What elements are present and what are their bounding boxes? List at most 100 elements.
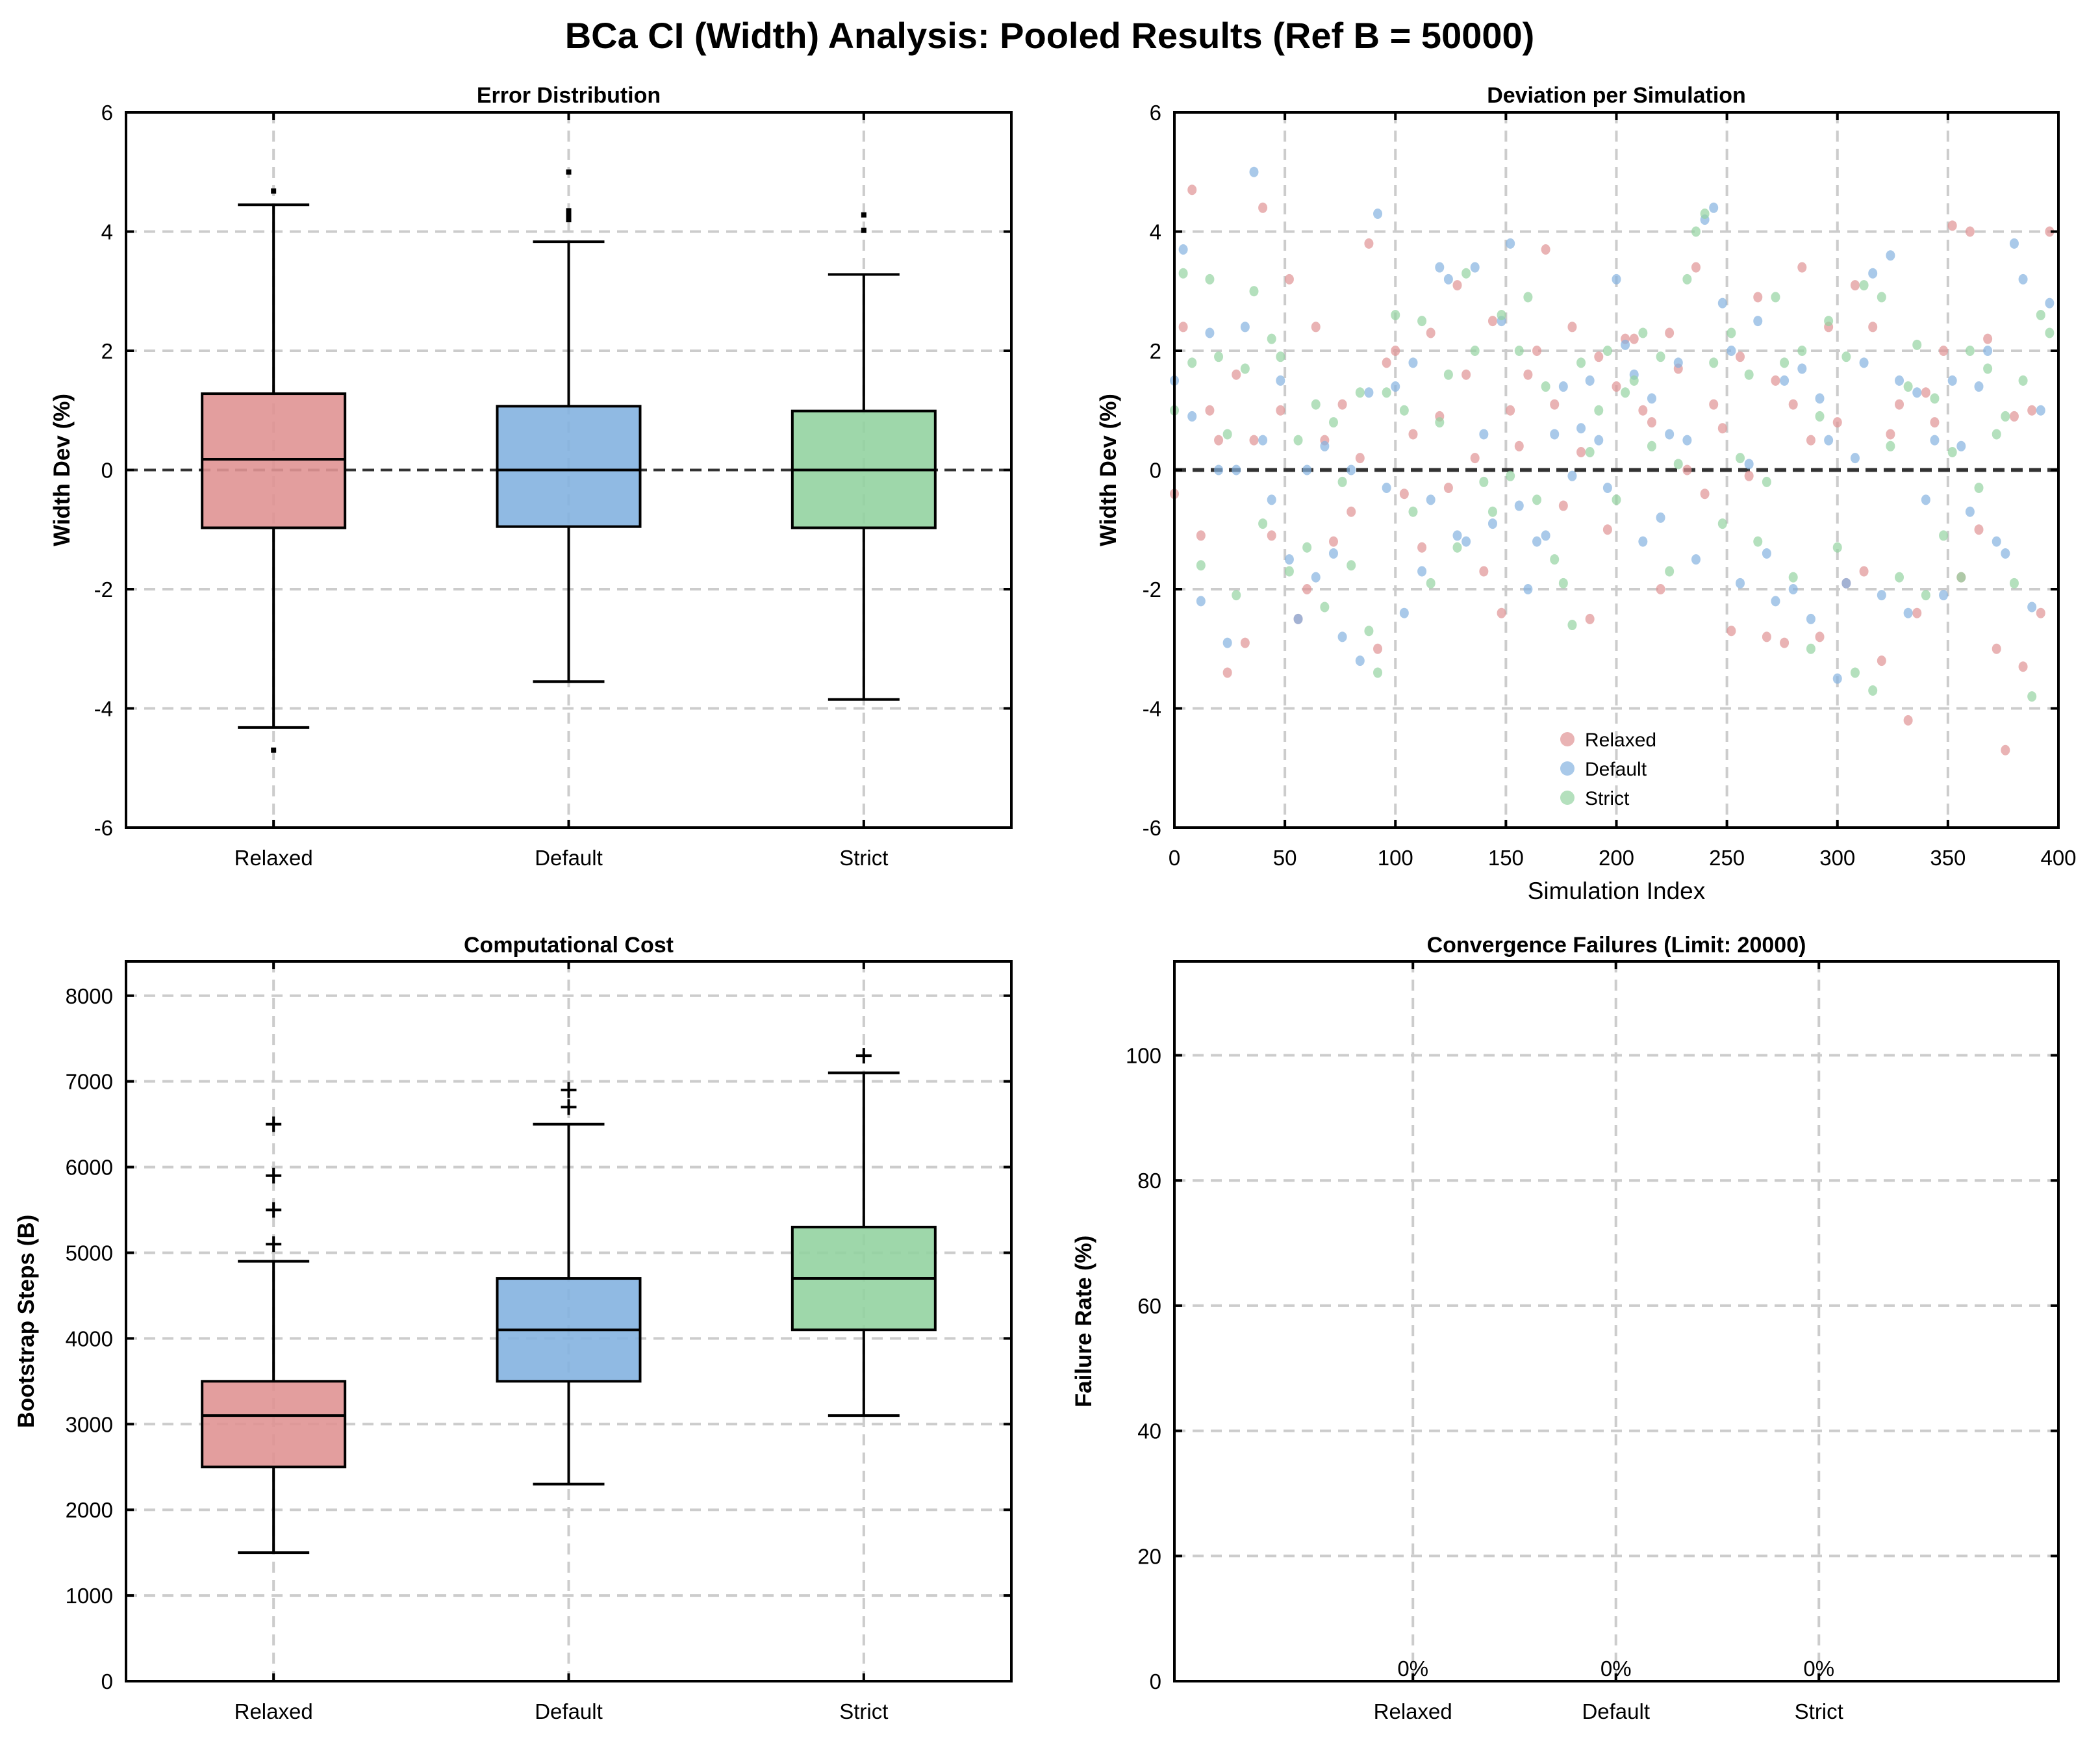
scatter-point: [1877, 590, 1886, 601]
scatter-point: [1886, 250, 1895, 261]
scatter-point: [1399, 405, 1409, 416]
scatter-point: [1727, 327, 1736, 338]
scatter-point: [1426, 578, 1436, 589]
scatter-point: [1762, 548, 1771, 559]
scatter-point: [1487, 518, 1497, 529]
scatter-point: [1903, 607, 1913, 618]
scatter-point: [1417, 566, 1427, 577]
legend-label: Strict: [1585, 788, 1630, 809]
scatter-point: [1895, 399, 1904, 410]
scatter-point: [1797, 363, 1807, 374]
scatter-point: [1780, 375, 1790, 386]
scatter-point: [1337, 399, 1347, 410]
series-relaxed: [1170, 184, 2055, 755]
computational-cost-panel: 0 1000 2000 3000 4000 5000 6000 7000 8000 Relaxed…: [14, 933, 1013, 1723]
scatter-point: [1417, 316, 1427, 327]
legend-marker: [1560, 732, 1575, 746]
scatter-point: [1514, 440, 1524, 451]
x-tick-label: Relaxed: [234, 846, 313, 870]
y-tick-label: 0: [1150, 1669, 1161, 1694]
scatter-point: [1877, 655, 1886, 666]
scatter-point: [1602, 483, 1612, 494]
scatter-point: [1391, 346, 1400, 356]
scatter-point: [1921, 387, 1930, 398]
scatter-point: [1523, 292, 1533, 303]
scatter-point: [1222, 429, 1232, 440]
y-tick-label: 1000: [66, 1584, 113, 1608]
scatter-point: [1320, 602, 1330, 613]
scatter-point: [1656, 351, 1665, 362]
scatter-point: [1506, 238, 1515, 249]
flier-point: [566, 169, 572, 175]
scatter-point: [1806, 435, 1815, 446]
scatter-point: [2001, 411, 2010, 422]
scatter-point: [1947, 375, 1957, 386]
scatter-point: [1355, 387, 1365, 398]
scatter-point: [1576, 446, 1586, 457]
scatter-point: [1435, 417, 1445, 428]
x-tick-label: 200: [1599, 846, 1634, 870]
scatter-point: [1470, 346, 1480, 356]
scatter-point: [1249, 166, 1259, 177]
x-tick-label: Relaxed: [234, 1699, 313, 1723]
scatter-point: [1541, 244, 1550, 255]
scatter-point: [1205, 327, 1215, 338]
y-tick-label: 7000: [66, 1070, 113, 1094]
scatter-point: [1461, 268, 1471, 279]
scatter-point: [1895, 572, 1904, 583]
y-tick-label: -6: [94, 816, 113, 840]
series-default: [1170, 166, 2055, 684]
scatter-point: [1391, 381, 1400, 392]
scatter-point: [1355, 453, 1365, 464]
scatter-point: [1727, 626, 1736, 637]
scatter-point: [1709, 357, 1719, 368]
scatter-point: [1337, 476, 1347, 487]
scatter-point: [1196, 596, 1206, 607]
scatter-point: [1541, 381, 1550, 392]
scatter-point: [1382, 357, 1391, 368]
scatter-point: [1850, 667, 1860, 678]
scatter-point: [1665, 327, 1675, 338]
scatter-point: [1541, 530, 1550, 541]
y-axis-label: Failure Rate (%): [1071, 1236, 1096, 1408]
scatter-point: [1532, 494, 1542, 505]
scatter-point: [1284, 273, 1294, 285]
scatter-point: [1744, 459, 1754, 470]
scatter-point: [1187, 357, 1197, 368]
scatter-point: [1788, 399, 1798, 410]
flier-point: [561, 1082, 577, 1098]
scatter-point: [1205, 273, 1215, 285]
x-tick-label: 300: [1819, 846, 1855, 870]
scatter-point: [1214, 464, 1224, 476]
scatter-point: [1868, 322, 1878, 333]
scatter-point: [1550, 554, 1560, 565]
scatter-point: [1178, 244, 1188, 255]
scatter-point: [1364, 626, 1374, 637]
scatter-point: [1364, 238, 1374, 249]
x-tick-label: Default: [535, 1699, 603, 1723]
y-tick-label: 4: [1150, 220, 1161, 244]
scatter-point: [1514, 346, 1524, 356]
scatter-point: [1567, 470, 1577, 481]
scatter-point: [1656, 584, 1665, 594]
scatter-point: [1391, 309, 1400, 320]
scatter-point: [1267, 494, 1276, 505]
scatter-point: [1806, 613, 1815, 624]
scatter-point: [1717, 298, 1727, 309]
legend: Relaxed Default Strict: [1560, 730, 1656, 809]
x-tick-label: Default: [1582, 1699, 1650, 1723]
flier-point: [861, 212, 867, 218]
scatter-point: [1912, 387, 1922, 398]
scatter-point: [1921, 590, 1930, 601]
scatter-point: [1824, 435, 1834, 446]
y-tick-label: 4000: [66, 1326, 113, 1351]
scatter-point: [1347, 506, 1356, 517]
scatter-point: [1992, 536, 2001, 547]
subplot-title: Convergence Failures (Limit: 20000): [1427, 933, 1806, 958]
scatter-point: [2045, 327, 2055, 338]
y-tick-label: 6: [1150, 101, 1161, 125]
scatter-point: [1621, 339, 1630, 350]
y-axis-label: Width Dev (%): [1096, 394, 1121, 546]
scatter-point: [1328, 417, 1338, 428]
